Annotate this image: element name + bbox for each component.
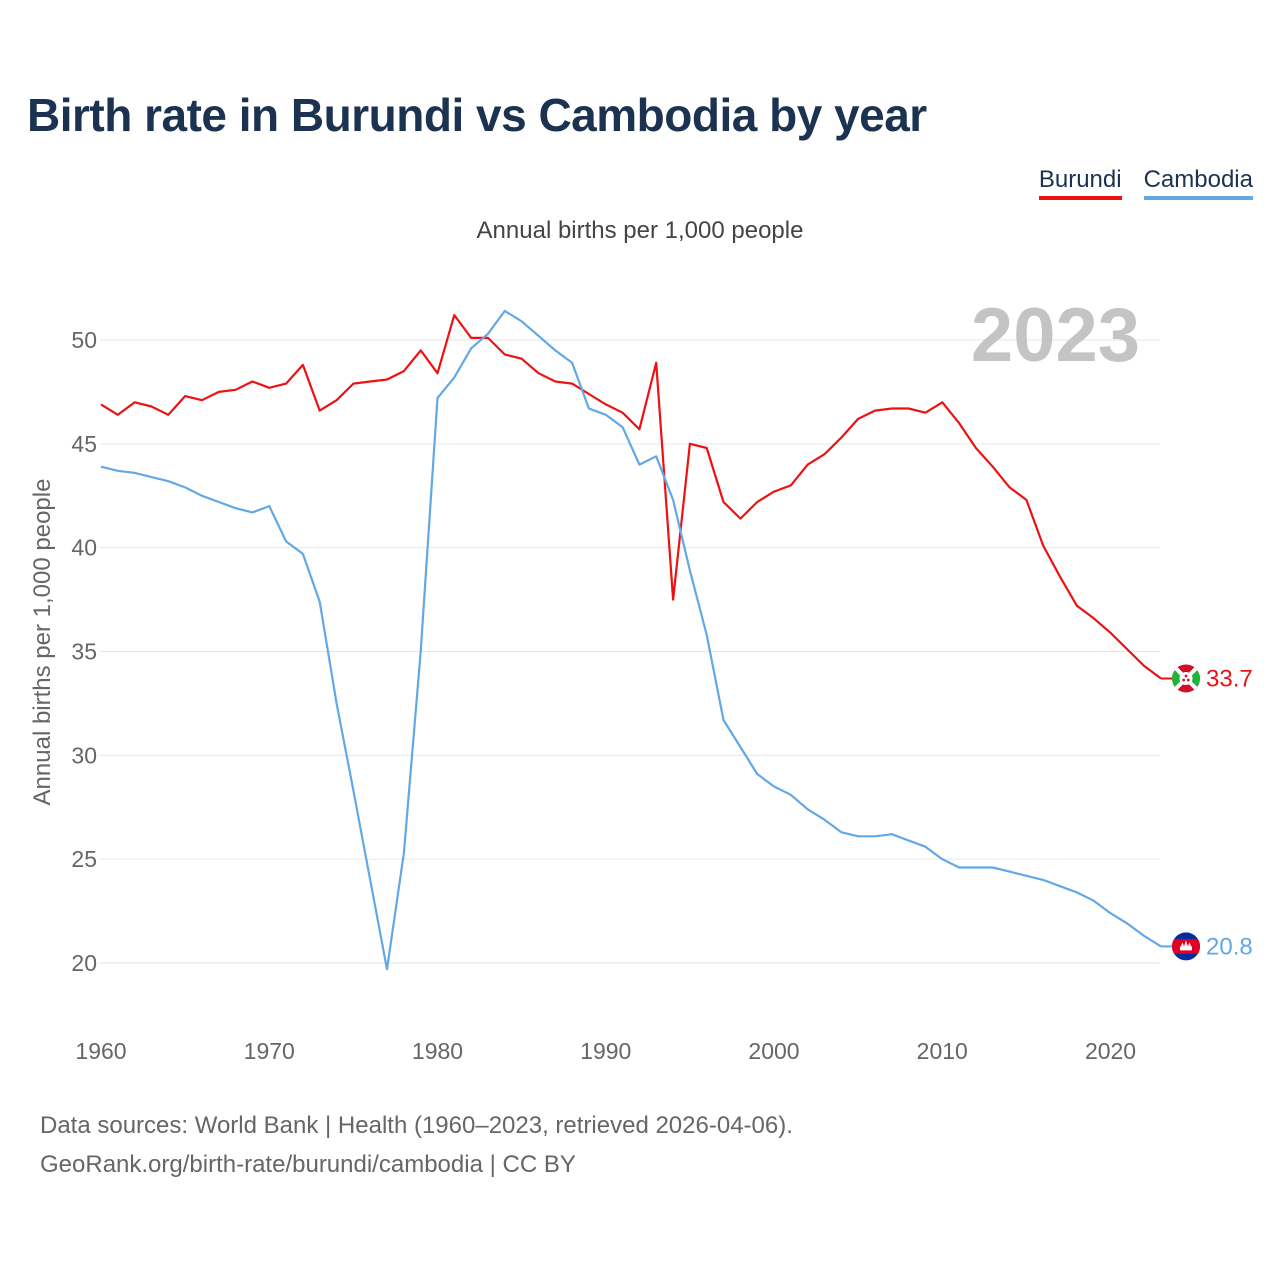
y-axis: 20 25 30 35 40 45 50: [71, 327, 97, 976]
end-value-burundi: 33.7: [1206, 665, 1253, 692]
y-tick-label-45: 45: [71, 431, 97, 457]
y-tick-label-35: 35: [71, 639, 97, 665]
series-line-burundi: [100, 314, 1162, 680]
source-line-1: Data sources: World Bank | Health (1960–…: [40, 1112, 793, 1139]
y-tick-label-25: 25: [71, 846, 97, 872]
temple-base: [1180, 946, 1192, 951]
x-tick-label-2010: 2010: [917, 1038, 968, 1064]
chart-title: Birth rate in Burundi vs Cambodia by yea…: [27, 89, 927, 141]
x-tick-label-1960: 1960: [75, 1038, 126, 1064]
flag-disc: [1179, 671, 1193, 685]
legend-item-burundi[interactable]: Burundi: [1038, 166, 1122, 200]
legend-item-cambodia[interactable]: Cambodia: [1143, 166, 1253, 200]
burundi-flag-icon: [1172, 664, 1200, 693]
x-tick-label-2000: 2000: [748, 1038, 799, 1064]
flag-green-left: [1172, 664, 1186, 693]
flag-green-right: [1186, 664, 1200, 693]
y-tick-label-40: 40: [71, 535, 97, 561]
cambodia-flag-body: [1172, 932, 1200, 961]
end-value-cambodia: 20.8: [1206, 933, 1253, 960]
series-line-cambodia: [100, 309, 1162, 971]
source-line-2[interactable]: GeoRank.org/birth-rate/burundi/cambodia …: [40, 1151, 576, 1178]
burundi-flag-body: [1172, 664, 1200, 693]
temple-tower-left: [1181, 942, 1184, 947]
x-tick-label-1970: 1970: [244, 1038, 295, 1064]
source-note: Data sources: World Bank | Health (1960–…: [40, 1106, 793, 1184]
x-tick-label-2020: 2020: [1085, 1038, 1136, 1064]
y-tick-label-20: 20: [71, 950, 97, 976]
series: [100, 309, 1172, 971]
temple-tower-right: [1188, 942, 1191, 947]
end-markers: 33.7 20.8: [1172, 664, 1253, 961]
legend: Burundi Cambodia: [1038, 166, 1253, 200]
year-overlay: 2023: [971, 293, 1140, 378]
y-tick-label-50: 50: [71, 327, 97, 353]
x-axis: 1960 1970 1980 1990 2000 2010 2020: [75, 1038, 1136, 1064]
x-tick-label-1980: 1980: [412, 1038, 463, 1064]
flag-star-3: [1186, 678, 1190, 682]
cambodia-flag-icon: [1172, 932, 1200, 961]
temple-tower-center: [1184, 940, 1188, 947]
y-axis-title: Annual births per 1,000 people: [29, 479, 56, 806]
x-tick-label-1990: 1990: [580, 1038, 631, 1064]
y-tick-label-30: 30: [71, 742, 97, 768]
flag-star-1: [1184, 674, 1188, 678]
chart-subtitle: Annual births per 1,000 people: [476, 217, 804, 244]
flag-star-2: [1182, 678, 1186, 682]
